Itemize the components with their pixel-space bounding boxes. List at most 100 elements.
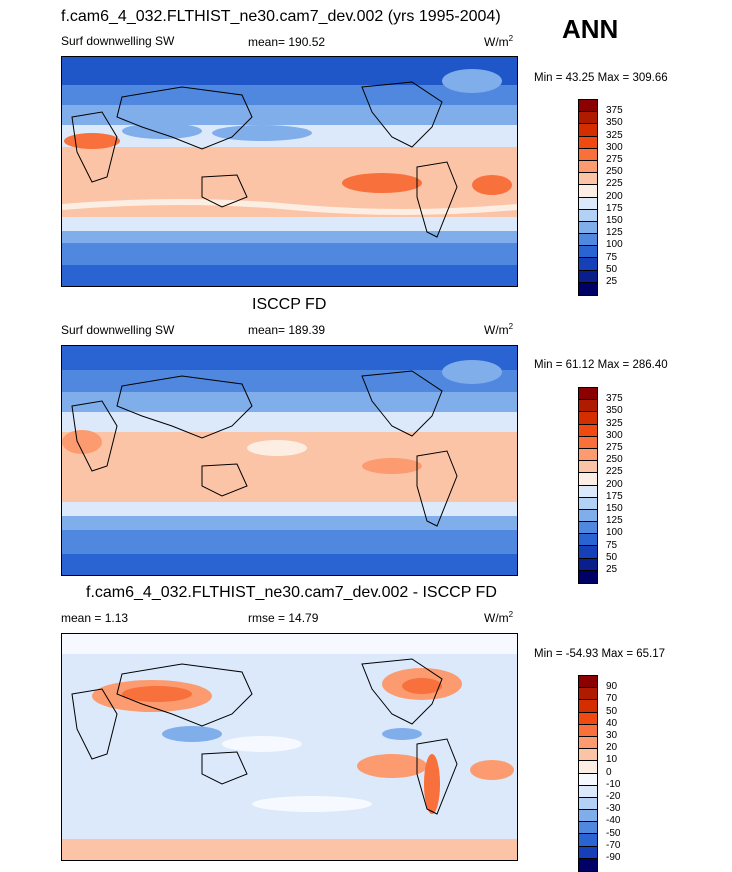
colorbar-swatch: [579, 185, 597, 198]
colorbar-tick-label: 175: [606, 490, 623, 502]
colorbar-tick-label: 10: [606, 754, 618, 766]
colorbar-swatch: [579, 388, 597, 401]
colorbar-swatch: [579, 846, 597, 859]
colorbar-tick-label: 225: [606, 466, 623, 478]
colorbar-tick-label: -20: [606, 791, 621, 802]
colorbar-swatch: [579, 461, 597, 474]
colorbar-swatch: [579, 676, 597, 689]
panel-2-units: W/m2: [484, 322, 514, 337]
colorbar-swatch: [579, 485, 597, 498]
panel-1-units: W/m2: [484, 34, 514, 49]
colorbar-swatch: [579, 112, 597, 125]
colorbar-tick-label: 275: [606, 442, 623, 453]
colorbar-swatch: [579, 570, 597, 583]
colorbar-swatch: [579, 400, 597, 413]
panel-2-title: ISCCP FD: [252, 296, 327, 313]
colorbar-swatch: [579, 173, 597, 186]
colorbar-swatch: [579, 412, 597, 425]
colorbar-swatch: [579, 797, 597, 811]
panel-1-variable-label: Surf downwelling SW: [61, 34, 175, 48]
colorbar-tick-label: 200: [606, 190, 623, 202]
colorbar-tick-label: -90: [606, 852, 621, 863]
colorbar-tick-label: 100: [606, 527, 623, 539]
panel-2-mean-label: mean= 189.39: [248, 323, 326, 337]
colorbar-swatch: [579, 810, 597, 823]
panel-3-colorbar: [578, 675, 598, 872]
colorbar-tick-label: 225: [606, 178, 623, 190]
panel-2-map: [61, 345, 518, 576]
colorbar-tick-label: -50: [606, 827, 621, 839]
colorbar-swatch: [579, 785, 597, 798]
colorbar-tick-label: 100: [606, 239, 623, 251]
panel-2-colorbar-cells: [579, 388, 597, 583]
colorbar-tick-label: 40: [606, 717, 618, 729]
colorbar-swatch: [579, 136, 597, 149]
colorbar-tick-label: 50: [606, 263, 618, 275]
colorbar-swatch: [579, 148, 597, 161]
colorbar-tick-label: 350: [606, 117, 623, 129]
colorbar-swatch: [579, 209, 597, 222]
colorbar-swatch: [579, 258, 597, 271]
colorbar-swatch: [579, 724, 597, 737]
panel-3-rmse-label: rmse = 14.79: [248, 611, 319, 625]
colorbar-tick-label: 75: [606, 251, 618, 263]
colorbar-tick-label: 275: [606, 154, 623, 165]
colorbar-swatch: [579, 221, 597, 235]
panel-1-map: [61, 56, 518, 287]
colorbar-swatch: [579, 773, 597, 786]
colorbar-tick-label: 25: [606, 276, 618, 287]
colorbar-tick-label: 375: [606, 105, 623, 117]
colorbar-tick-label: -30: [606, 803, 621, 815]
panel-3-mean-label: mean = 1.13: [61, 611, 129, 625]
colorbar-tick-label: 25: [606, 564, 618, 575]
colorbar-swatch: [579, 749, 597, 762]
colorbar-swatch: [579, 534, 597, 547]
colorbar-swatch: [579, 700, 597, 713]
panel-2-colorbar: [578, 387, 598, 584]
colorbar-swatch: [579, 424, 597, 437]
colorbar-swatch: [579, 712, 597, 725]
colorbar-tick-label: -40: [606, 815, 621, 827]
colorbar-tick-label: 150: [606, 215, 623, 226]
colorbar-swatch: [579, 546, 597, 559]
colorbar-tick-label: 300: [606, 429, 623, 441]
colorbar-swatch: [579, 436, 597, 449]
colorbar-swatch: [579, 736, 597, 750]
colorbar-swatch: [579, 448, 597, 462]
colorbar-swatch: [579, 100, 597, 113]
panel-1-mean-label: mean= 190.52: [248, 35, 326, 49]
panel-1-title: f.cam6_4_032.FLTHIST_ne30.cam7_dev.002 (…: [61, 8, 501, 25]
panel-3-colorbar-cells: [579, 676, 597, 871]
colorbar-tick-label: 150: [606, 503, 623, 514]
colorbar-tick-label: 325: [606, 129, 623, 141]
colorbar-swatch: [579, 473, 597, 486]
colorbar-swatch: [579, 558, 597, 571]
panel-3-minmax: Min = -54.93 Max = 65.17: [534, 648, 666, 660]
colorbar-swatch: [579, 834, 597, 847]
colorbar-tick-label: 175: [606, 202, 623, 214]
panel-2-minmax: Min = 61.12 Max = 286.40: [534, 359, 668, 371]
colorbar-swatch: [579, 282, 597, 295]
panel-1-minmax: Min = 43.25 Max = 309.66: [534, 72, 668, 84]
colorbar-tick-label: -70: [606, 839, 621, 851]
panel-3-title: f.cam6_4_032.FLTHIST_ne30.cam7_dev.002 -…: [86, 584, 497, 601]
season-label: ANN: [562, 14, 619, 44]
colorbar-tick-label: -10: [606, 778, 621, 790]
panel-1-colorbar: [578, 99, 598, 296]
colorbar-swatch: [579, 160, 597, 174]
colorbar-swatch: [579, 270, 597, 283]
colorbar-swatch: [579, 234, 597, 247]
panel-3-map: [61, 633, 518, 861]
colorbar-swatch: [579, 761, 597, 774]
colorbar-tick-label: 50: [606, 705, 618, 717]
colorbar-tick-label: 125: [606, 515, 623, 527]
panel-3-units: W/m2: [484, 610, 514, 625]
colorbar-tick-label: 375: [606, 393, 623, 405]
colorbar-tick-label: 325: [606, 417, 623, 429]
colorbar-tick-label: 20: [606, 742, 618, 754]
colorbar-tick-label: 50: [606, 551, 618, 563]
colorbar-tick-label: 350: [606, 405, 623, 417]
colorbar-swatch: [579, 197, 597, 210]
colorbar-tick-label: 90: [606, 681, 618, 693]
colorbar-swatch: [579, 124, 597, 137]
